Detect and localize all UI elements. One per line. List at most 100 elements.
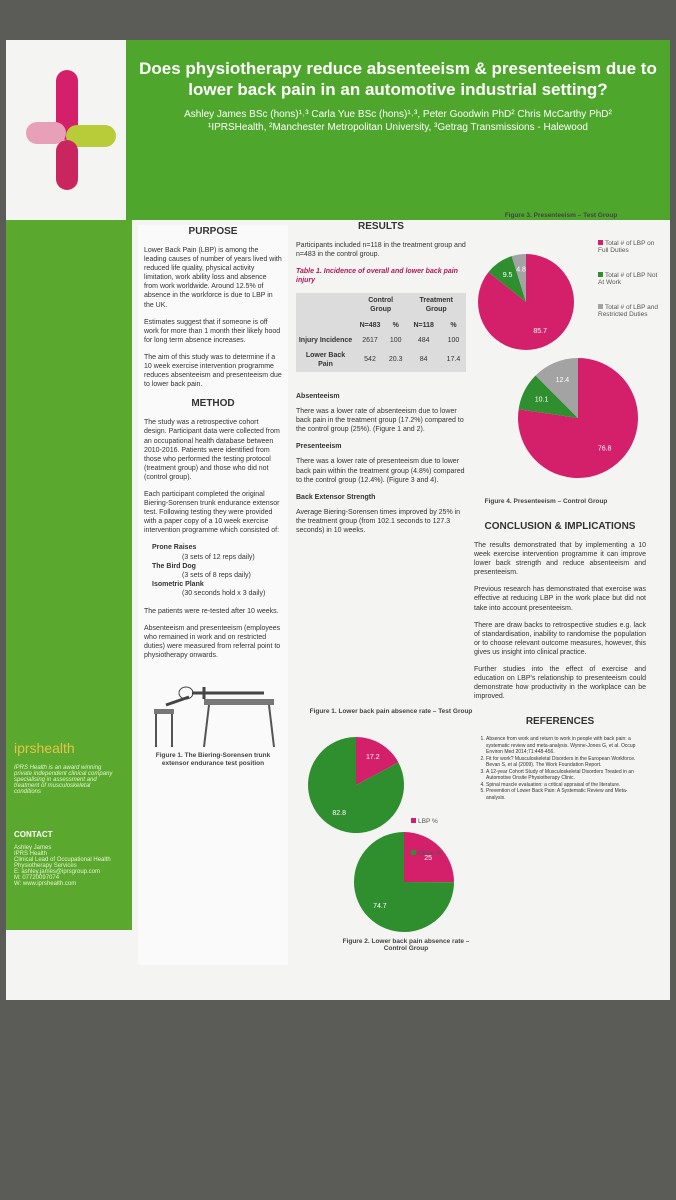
text: The results demonstrated that by impleme…	[474, 542, 646, 577]
table: Control Group Treatment Group N=483% N=118%…	[296, 293, 466, 372]
legend-label: LBP %	[418, 818, 438, 825]
exercise-detail: (30 seconds hold x 3 daily)	[182, 589, 266, 597]
title: Does physiotherapy reduce absenteeism & …	[139, 59, 657, 100]
logo	[26, 70, 116, 190]
legend-entry: Total # of LBP and Restricted Duties	[598, 304, 658, 318]
text: Previous research has demonstrated that …	[474, 586, 646, 612]
text: The aim of this study was to determine i…	[144, 353, 282, 389]
reference: Spinal muscle evaluation: a critical app…	[486, 782, 646, 789]
section-text: There was a lower rate of presenteeism d…	[296, 458, 465, 484]
value-label: 4.8	[516, 267, 526, 274]
pie-slice	[518, 375, 578, 418]
table-cell: 100	[447, 336, 460, 344]
paragraphs: Lower Back Pain (LBP) is among the leadi…	[144, 246, 282, 389]
figure-title: Figure 3. Presenteeism – Test Group	[504, 212, 618, 219]
legend-entry: LBP %	[411, 818, 471, 825]
authors: Ashley James BSc (hons)¹˒³ Carla Yue BSc…	[184, 108, 612, 120]
text: The patients were re-tested after 10 wee…	[144, 608, 279, 616]
contact: Ashley James IPRS Health Clinical Lead of …	[14, 845, 114, 887]
text: M: 07720097074	[14, 875, 60, 881]
bench-leg	[268, 704, 275, 747]
value-label: 74.7	[373, 903, 387, 910]
table-cell	[296, 293, 355, 317]
row-label: Lower Back Pain	[305, 351, 346, 368]
table-cell: 2617	[362, 336, 378, 344]
text: IPRS Health	[14, 851, 48, 857]
stool	[154, 708, 174, 714]
value-label: 85.7	[533, 328, 547, 335]
logo-bar	[56, 140, 78, 190]
table-caption: Table 1. Incidence of overall and lower …	[296, 268, 458, 285]
exercise-name: The Bird Dog	[152, 562, 196, 570]
sections: Absenteeism There was a lower rate of abs…	[296, 392, 466, 535]
section-text: Average Biering-Sorensen times improved …	[296, 508, 461, 534]
tagline: IPRS Health is an award winning private …	[14, 765, 113, 795]
column-header: %	[450, 321, 457, 329]
legend-swatch	[598, 240, 603, 245]
group-header: Treatment Group	[419, 297, 453, 314]
legend-swatch	[598, 272, 603, 277]
intro: Participants included n=118 in the treat…	[296, 242, 466, 259]
figure-title: Figure 4. Presenteeism – Control Group	[484, 498, 608, 505]
legend-label: Total # of LBP Not At Work	[598, 272, 658, 286]
heading: METHOD	[191, 398, 235, 410]
exercise-name: Isometric Plank	[152, 580, 204, 588]
value-label: 12.4	[556, 377, 570, 384]
table-row: Lower Back Pain 542 20.3 84 17.4	[296, 348, 466, 372]
pie-slice	[518, 358, 638, 478]
group-header: Control Group	[368, 297, 394, 314]
text: Absenteeism and presenteeism (employees …	[144, 625, 281, 660]
brand: iprshealth	[14, 740, 75, 756]
paragraphs: The study was a retrospective cohort des…	[144, 418, 282, 535]
text: Ashley James	[14, 845, 52, 851]
text: Clinical Lead of Occupational Health Phy…	[14, 857, 111, 869]
legend-entry: Other %	[411, 850, 471, 857]
exercise: Prone Raises (3 sets of 12 reps daily)	[152, 543, 282, 561]
table-row: N=483% N=118%	[296, 318, 466, 333]
paragraphs: The patients were re-tested after 10 wee…	[144, 607, 282, 660]
table-cell: 100	[389, 336, 402, 344]
affiliations: ¹IPRSHealth, ²Manchester Metropolitan Un…	[208, 121, 588, 133]
pie-slice	[308, 737, 404, 833]
bench-leg	[203, 704, 210, 747]
column-1: PURPOSE Lower Back Pain (LBP) is among t…	[138, 225, 288, 965]
logo-bar	[26, 122, 66, 144]
references: Absence from work and return to work in …	[474, 736, 646, 801]
value-label: 9.5	[503, 272, 513, 279]
column-3: CONCLUSION & IMPLICATIONS The results de…	[474, 520, 646, 801]
pie-slice	[488, 256, 526, 302]
table-cell: 17.4	[446, 356, 461, 364]
reference: Fit for work? Musculoskeletal Disorders …	[486, 756, 646, 769]
legend-entry: Total # of LBP Not At Work	[598, 272, 658, 286]
logo-bar	[56, 70, 78, 140]
heading: REFERENCES	[525, 716, 595, 728]
heading: RESULTS	[358, 221, 404, 232]
row-label: Injury Incidence	[298, 336, 353, 344]
exercise: Isometric Plank (30 seconds hold x 3 dail…	[152, 580, 282, 598]
column-2: RESULTS Participants included n=118 in t…	[296, 220, 466, 543]
table-cell: 84	[419, 356, 428, 364]
pie-slice	[354, 832, 454, 932]
legend-swatch	[598, 304, 603, 309]
header: Does physiotherapy reduce absenteeism & …	[126, 40, 670, 220]
column-header: N=118	[413, 321, 434, 329]
column-header: N=483	[359, 321, 381, 329]
legend-label: Other %	[418, 850, 442, 857]
section-text: There was a lower rate of absenteeism du…	[296, 408, 464, 434]
legend-swatch	[411, 818, 416, 823]
table-row: Control Group Treatment Group	[296, 293, 466, 317]
legend-entry: Total # of LBP on Full Duties	[598, 240, 658, 254]
reference: Prevention of Lower Back Pain: A Systema…	[486, 788, 646, 801]
table-cell	[296, 318, 355, 333]
table-row: Injury Incidence 2617 100 484 100	[296, 333, 466, 348]
legend-label: Total # of LBP on Full Duties	[598, 240, 655, 254]
section-heading: Presenteeism	[296, 443, 342, 451]
heading: CONCLUSION & IMPLICATIONS	[484, 521, 636, 532]
section-heading: Absenteeism	[296, 392, 340, 400]
text: The study was a retrospective cohort des…	[144, 419, 280, 481]
sidebar: iprshealth IPRS Health is an award winni…	[6, 220, 132, 930]
value-label: 17.2	[366, 754, 380, 761]
bench	[204, 698, 274, 705]
figure-title: Figure 1. Lower back pain absence rate –…	[309, 708, 473, 715]
